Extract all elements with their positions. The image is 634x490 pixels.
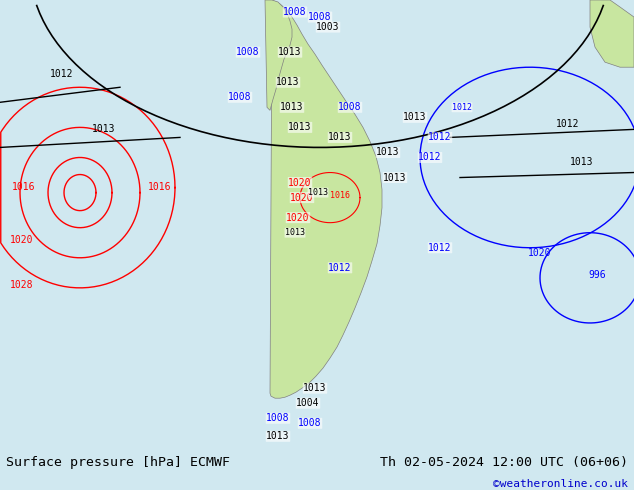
Text: 1008: 1008 (266, 413, 290, 423)
Text: 1013: 1013 (278, 47, 302, 57)
Text: 1012: 1012 (418, 152, 442, 163)
Text: Surface pressure [hPa] ECMWF: Surface pressure [hPa] ECMWF (6, 456, 230, 469)
Text: 1016: 1016 (12, 182, 36, 192)
Text: 1013: 1013 (383, 172, 407, 183)
Text: 1012: 1012 (428, 132, 452, 143)
Text: 1004: 1004 (296, 398, 320, 408)
Text: 1013: 1013 (570, 157, 593, 168)
Text: 1020: 1020 (286, 213, 310, 222)
Text: 1013: 1013 (266, 431, 290, 441)
Text: 1012: 1012 (452, 103, 472, 112)
Text: 1013: 1013 (376, 147, 400, 157)
Text: 1012: 1012 (50, 69, 74, 79)
Text: 1013: 1013 (285, 228, 305, 237)
Text: 1008: 1008 (308, 12, 332, 22)
Text: 1013: 1013 (328, 132, 352, 143)
Text: 1020: 1020 (290, 193, 314, 202)
Text: 1008: 1008 (339, 102, 362, 112)
Text: 1013: 1013 (303, 383, 327, 393)
Text: 1003: 1003 (316, 22, 340, 32)
Text: 1028: 1028 (10, 280, 34, 290)
Text: 1008: 1008 (298, 418, 321, 428)
Text: 1016: 1016 (148, 182, 172, 192)
Polygon shape (590, 0, 634, 67)
Text: 1013: 1013 (92, 124, 115, 134)
Polygon shape (265, 0, 292, 110)
Text: 1013: 1013 (276, 77, 300, 87)
Text: 1013: 1013 (288, 122, 312, 132)
Text: 1013: 1013 (280, 102, 304, 112)
Text: 1016: 1016 (330, 191, 350, 199)
Text: 1012: 1012 (428, 243, 452, 253)
Text: 1008: 1008 (236, 47, 260, 57)
Text: 1013: 1013 (403, 112, 427, 122)
Polygon shape (270, 0, 382, 398)
Text: ©weatheronline.co.uk: ©weatheronline.co.uk (493, 479, 628, 489)
Text: Th 02-05-2024 12:00 UTC (06+06): Th 02-05-2024 12:00 UTC (06+06) (380, 456, 628, 469)
Text: 1020: 1020 (10, 235, 34, 245)
Text: 1020: 1020 (528, 248, 552, 258)
Text: 1013: 1013 (308, 188, 328, 197)
Text: 996: 996 (588, 270, 605, 280)
Text: 1008: 1008 (283, 7, 307, 17)
Text: 1012: 1012 (556, 120, 579, 129)
Text: 1012: 1012 (328, 263, 352, 273)
Text: 1008: 1008 (228, 92, 252, 102)
Text: 1020: 1020 (288, 177, 312, 188)
